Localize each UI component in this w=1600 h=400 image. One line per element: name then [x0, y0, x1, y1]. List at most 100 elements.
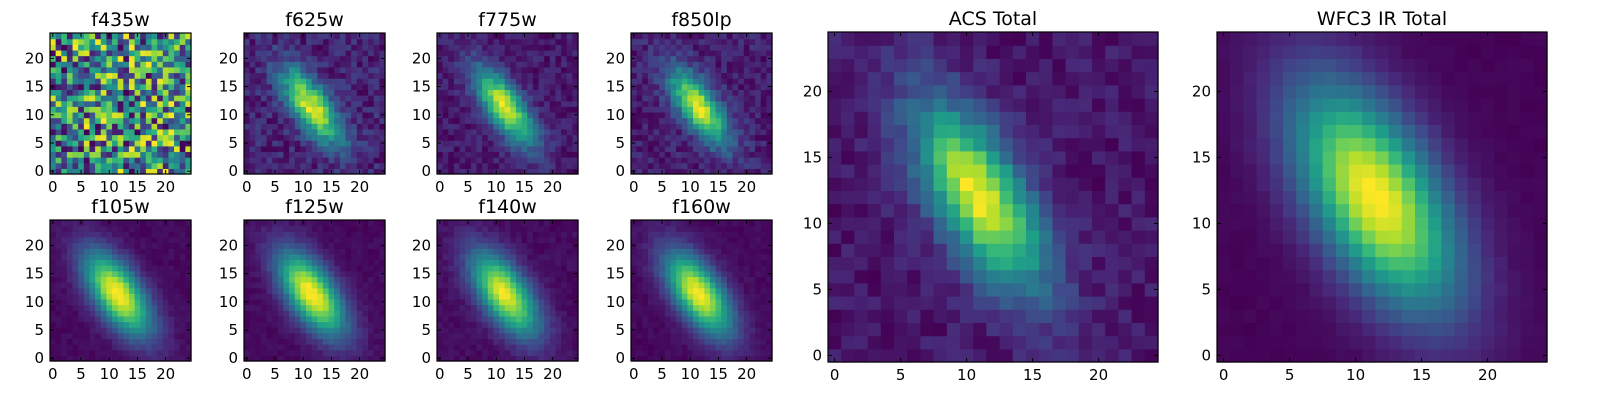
heatmap-cell	[123, 72, 130, 79]
heatmap-cell	[339, 282, 347, 289]
heatmap-cell	[55, 304, 62, 311]
heatmap-cell	[465, 95, 472, 102]
heatmap-cell	[510, 49, 517, 57]
heatmap-cell	[162, 310, 170, 317]
heatmap-cell	[738, 123, 745, 130]
heatmap-cell	[317, 117, 324, 124]
heatmap-cell	[356, 236, 364, 244]
heatmap-cell	[78, 298, 85, 306]
heatmap-cell	[368, 344, 375, 351]
heatmap-cell	[493, 327, 500, 334]
heatmap-cell	[55, 151, 62, 158]
heatmap-cell	[510, 123, 517, 130]
y-tick-label: 10	[606, 106, 625, 124]
heatmap-cell	[174, 55, 181, 62]
heatmap-cell	[561, 270, 568, 277]
heatmap-cell	[726, 321, 734, 328]
heatmap-cell	[255, 134, 262, 141]
heatmap-cell	[140, 111, 147, 119]
heatmap-cell	[470, 128, 478, 136]
heatmap-cell	[83, 140, 91, 147]
heatmap-cell	[476, 162, 483, 169]
heatmap-cell	[532, 151, 540, 158]
heatmap-cell	[255, 225, 262, 232]
heatmap-cell	[334, 78, 341, 85]
heatmap-cell	[179, 310, 186, 317]
heatmap-cell	[50, 61, 57, 68]
heatmap-cell	[339, 100, 347, 107]
heatmap-cell	[83, 168, 91, 175]
heatmap-cell	[283, 270, 290, 277]
heatmap-cell	[260, 61, 268, 68]
heatmap-cell	[670, 111, 677, 119]
heatmap-cell	[266, 321, 273, 328]
heatmap-cell	[566, 123, 573, 130]
heatmap-cell	[162, 49, 170, 57]
heatmap-cell	[521, 242, 528, 249]
heatmap-cell	[709, 332, 717, 340]
heatmap-cell	[306, 276, 313, 283]
heatmap-cell	[681, 276, 688, 283]
heatmap-cell	[749, 332, 756, 340]
heatmap-cell	[647, 270, 655, 277]
heatmap-cell	[78, 55, 85, 62]
heatmap-cell	[95, 355, 102, 362]
heatmap-cell	[368, 72, 375, 79]
heatmap-cell	[61, 265, 68, 272]
heatmap-cell	[368, 55, 375, 62]
heatmap-cell	[681, 134, 688, 141]
heatmap-cell	[726, 338, 734, 345]
heatmap-cell	[572, 259, 579, 266]
heatmap-cell	[459, 276, 466, 283]
heatmap-cell	[465, 248, 472, 255]
heatmap-cell	[356, 304, 364, 311]
heatmap-cell	[266, 220, 273, 227]
heatmap-cell	[185, 33, 192, 40]
heatmap-cell	[72, 140, 79, 147]
heatmap-cell	[322, 287, 330, 294]
heatmap-cell	[55, 78, 62, 85]
heatmap-cell	[345, 145, 352, 153]
heatmap-cell	[459, 327, 466, 334]
heatmap-cell	[470, 117, 478, 124]
heatmap-cell	[244, 253, 251, 261]
heatmap-cell	[437, 332, 444, 340]
heatmap-cell	[561, 220, 568, 227]
heatmap-cell	[328, 157, 335, 164]
heatmap-cell	[272, 83, 279, 90]
heatmap-cell	[515, 123, 523, 130]
heatmap-cell	[515, 89, 523, 96]
heatmap-cell	[476, 282, 483, 289]
heatmap-cell	[504, 128, 511, 136]
heatmap-cell	[123, 106, 130, 113]
heatmap-cell	[738, 321, 745, 328]
heatmap-cell	[339, 236, 347, 244]
heatmap-cell	[100, 44, 107, 51]
heatmap-cell	[168, 242, 175, 249]
heatmap-cell	[549, 151, 557, 158]
heatmap-cell	[162, 287, 170, 294]
heatmap-cell	[50, 253, 57, 261]
heatmap-cell	[487, 220, 494, 227]
heatmap-cell	[145, 134, 153, 141]
heatmap-cell	[465, 44, 472, 51]
heatmap-cell	[339, 66, 347, 74]
heatmap-cell	[653, 134, 660, 141]
heatmap-cell	[157, 49, 164, 57]
heatmap-cell	[179, 61, 186, 68]
heatmap-cell	[328, 287, 335, 294]
heatmap-cell	[128, 89, 136, 96]
heatmap-cell	[760, 117, 767, 124]
heatmap-cell	[55, 134, 62, 141]
heatmap-cell	[317, 162, 324, 169]
heatmap-cell	[140, 106, 147, 113]
heatmap-cell	[659, 145, 666, 153]
heatmap-cell	[566, 282, 573, 289]
heatmap-cell	[351, 157, 358, 164]
heatmap-cell	[277, 349, 285, 356]
heatmap-cell	[66, 298, 74, 306]
heatmap-cell	[664, 157, 672, 164]
heatmap-cell	[300, 276, 307, 283]
heatmap-cell	[521, 95, 528, 102]
heatmap-cell	[283, 49, 290, 57]
